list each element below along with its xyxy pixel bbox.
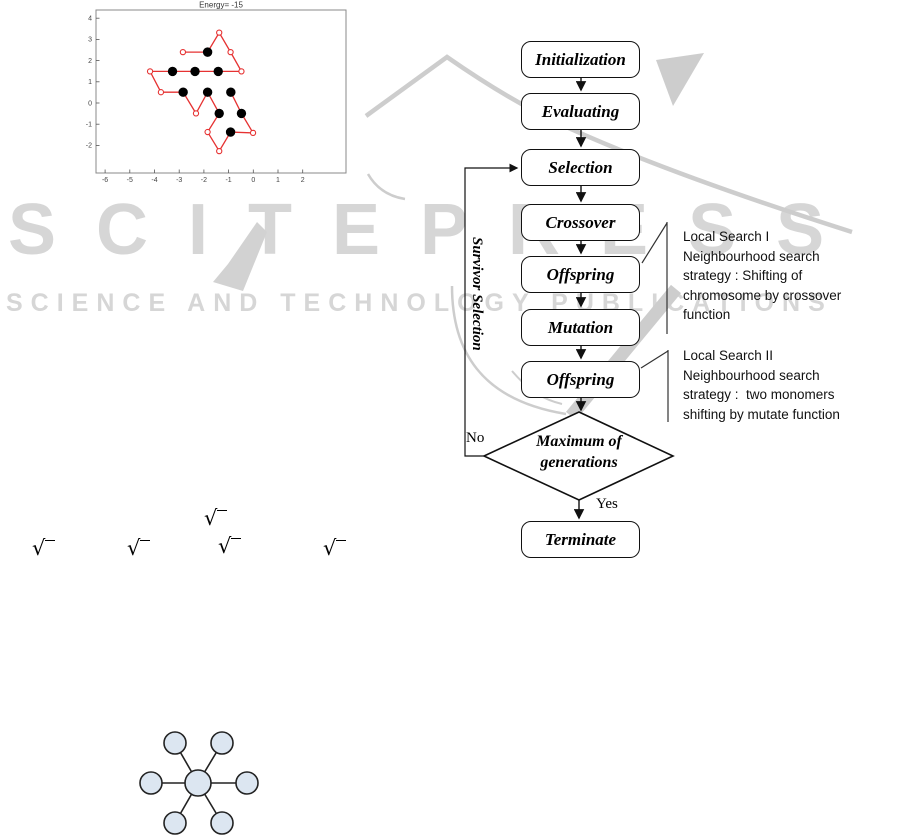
h-monomer-marker: [226, 87, 236, 97]
annotation-local-search-1: Local Search I Neighbourhood search stra…: [683, 229, 842, 322]
x-tick-label: -5: [127, 177, 133, 184]
h-monomer-marker: [178, 87, 188, 97]
flowchart-box-selection: Selection: [521, 149, 640, 186]
hub-outer-node: [210, 731, 234, 755]
bracket-local-search-2: [640, 350, 669, 422]
watermark-tick-shape: [213, 222, 267, 291]
no-edge-label: No: [466, 430, 485, 446]
survivor-selection-label: Survivor Selection: [469, 237, 485, 351]
p-monomer-marker: [216, 29, 223, 36]
x-tick-label: -3: [176, 177, 182, 184]
p-monomer-marker: [227, 48, 234, 56]
flowchart-box-evaluating: Evaluating: [521, 93, 640, 130]
hub-center-node: [184, 769, 212, 797]
h-monomer-marker: [190, 66, 200, 77]
p-monomer-marker: [249, 129, 257, 137]
decision-diamond-shape: [482, 411, 675, 501]
y-tick-label: 0: [88, 100, 92, 107]
watermark-wedge-shape: [656, 53, 704, 106]
p-monomer-marker: [179, 48, 187, 56]
hub-outer-node: [139, 771, 163, 795]
h-monomer-marker: [225, 127, 236, 137]
x-tick-label: -1: [225, 177, 231, 184]
p-monomer-marker: [238, 68, 245, 75]
x-tick-label: -2: [201, 177, 207, 184]
p-monomer-marker: [157, 89, 165, 96]
watermark-swirl-arc: [450, 285, 567, 416]
radical-symbol: √: [32, 538, 56, 559]
p-monomer-marker: [146, 68, 154, 75]
y-tick-label: -2: [86, 143, 92, 150]
hub-outer-node: [163, 731, 187, 755]
flowchart-box-crossover: Crossover: [521, 204, 640, 241]
feedback-loop-line: [464, 163, 519, 457]
x-tick-label: -4: [151, 177, 157, 184]
x-tick-label: 1: [276, 177, 280, 184]
radical-symbol: √: [323, 538, 347, 559]
h-monomer-marker: [202, 47, 213, 57]
flowchart-box-initialization: Initialization: [521, 41, 640, 78]
hub-outer-node: [235, 771, 259, 795]
annotation-brackets: [640, 222, 669, 422]
radical-symbol: √: [204, 508, 228, 529]
radical-symbol: √: [127, 538, 151, 559]
h-monomer-marker: [202, 87, 213, 97]
h-monomer-marker: [214, 108, 224, 119]
x-tick-label: -6: [102, 177, 108, 184]
h-monomer-marker: [167, 66, 178, 77]
hub-outer-node: [163, 811, 187, 835]
y-tick-label: 3: [88, 37, 92, 44]
p-monomer-marker: [216, 147, 223, 155]
y-tick-label: -1: [86, 122, 92, 129]
radical-symbol: √: [218, 536, 242, 557]
x-tick-label: 0: [251, 177, 255, 184]
decision-diamond-label: Maximum of generations: [536, 433, 622, 471]
bracket-local-search-1: [641, 222, 668, 334]
watermark-small-arc: [366, 173, 406, 201]
hub-outer-node: [210, 811, 234, 835]
x-tick-label: 2: [301, 177, 305, 184]
energy-plot-figure: Energy= -15 -6 -5 -4 -3 -2 -1 0 1 2 4 3 2 1 0 -1 -2: [86, 1, 347, 184]
p-monomer-marker: [192, 110, 200, 117]
yes-edge-label: Yes: [596, 496, 618, 512]
h-monomer-marker: [236, 108, 247, 119]
watermark-brand-text: SCITEPRESS: [8, 190, 865, 270]
plot-title: Energy= -15: [199, 1, 243, 10]
p-monomer-marker: [204, 128, 211, 136]
plot-frame: [95, 9, 347, 174]
y-tick-label: 1: [88, 79, 92, 86]
watermark-tagline-text: SCIENCE AND TECHNOLOGY PUBLICATIONS: [6, 289, 833, 317]
y-tick-label: 4: [88, 16, 92, 23]
flowchart-box-offspring-1: Offspring: [521, 256, 640, 293]
flowchart-box-mutation: Mutation: [521, 309, 640, 346]
flowchart-box-terminate: Terminate: [521, 521, 640, 558]
flowchart-box-offspring-2: Offspring: [521, 361, 640, 398]
flowchart-connectors: [464, 78, 587, 520]
annotation-local-search-2: Local Search II Neighbourhood search str…: [683, 348, 840, 422]
y-tick-label: 2: [88, 58, 92, 65]
hub-spoke-diagram: [139, 731, 259, 835]
h-monomer-marker: [213, 66, 223, 77]
